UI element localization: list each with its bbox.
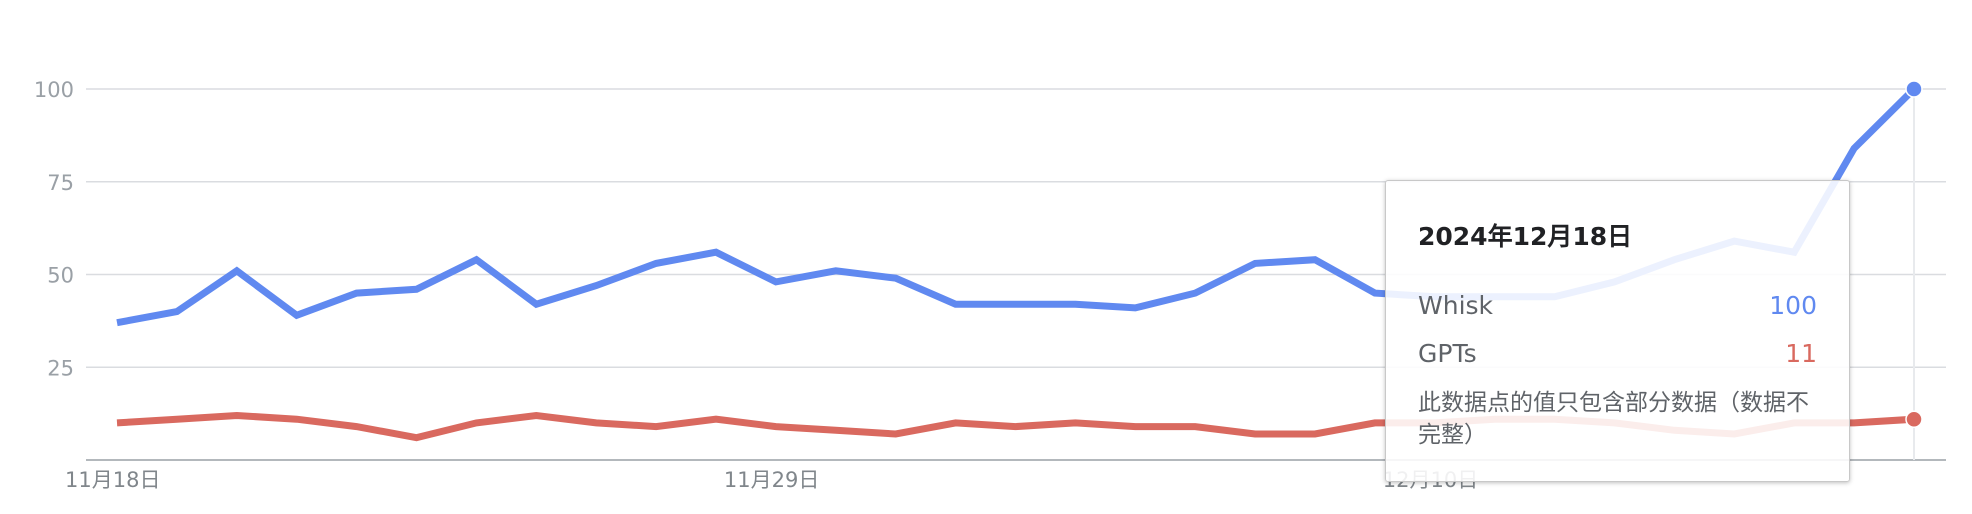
tooltip-series-value: 11 — [1785, 339, 1817, 368]
tooltip-series-label: GPTs — [1418, 339, 1477, 368]
tooltip-row-whisk: Whisk 100 — [1418, 291, 1817, 320]
data-point-tooltip: 2024年12月18日 Whisk 100 GPTs 11 此数据点的值只包含部… — [1385, 180, 1850, 482]
tooltip-date: 2024年12月18日 — [1418, 222, 1633, 251]
y-tick-label: 100 — [34, 78, 74, 102]
tooltip-series-label: Whisk — [1418, 291, 1494, 320]
x-tick-label: 11月18日 — [65, 468, 160, 492]
y-tick-label: 25 — [47, 356, 74, 380]
x-tick-label: 11月29日 — [724, 468, 819, 492]
tooltip-series-value: 100 — [1769, 291, 1817, 320]
tooltip-partial-data-note: 此数据点的值只包含部分数据（数据不完整） — [1418, 390, 1809, 448]
data-point-whisk — [1905, 80, 1923, 98]
y-tick-label: 50 — [47, 264, 74, 288]
data-point-gpts — [1905, 410, 1923, 428]
y-tick-label: 75 — [47, 171, 74, 195]
tooltip-row-gpts: GPTs 11 — [1418, 339, 1817, 368]
